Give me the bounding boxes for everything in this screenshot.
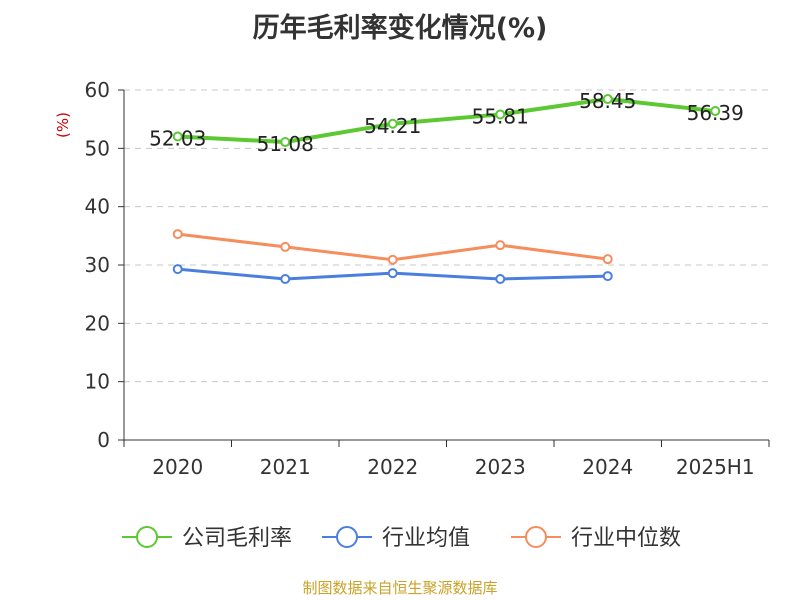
data-point (280, 274, 291, 284)
data-point (602, 94, 613, 105)
data-point (495, 240, 506, 251)
y-tick-label: 10 (85, 370, 110, 394)
x-tick-label: 2020 (152, 455, 203, 479)
y-tick-label: 50 (85, 136, 110, 160)
legend-label: 行业中位数 (571, 526, 681, 551)
y-tick-label: 40 (85, 195, 110, 219)
data-label: 51.08 (257, 132, 314, 156)
legend-marker (336, 526, 358, 548)
data-label: 58.45 (579, 89, 636, 113)
data-point (387, 254, 398, 265)
data-label: 56.39 (687, 101, 744, 125)
grid-lines (124, 89, 769, 383)
y-tick-label: 0 (97, 428, 110, 452)
data-point (495, 109, 506, 120)
data-point (387, 118, 398, 129)
data-point (495, 274, 506, 284)
data-label: 55.81 (472, 104, 529, 128)
data-point (602, 254, 613, 265)
x-tick-label: 2023 (475, 455, 526, 479)
data-labels: 52.03 51.08 54.21 55.81 58.45 56.39 (149, 89, 744, 156)
data-point (172, 131, 183, 142)
data-point (387, 268, 398, 279)
data-point (280, 241, 291, 252)
data-point (280, 137, 291, 148)
x-tick-label: 2024 (582, 455, 633, 479)
data-point (172, 264, 183, 275)
y-tick-label: 60 (85, 78, 110, 102)
legend-marker (525, 526, 547, 548)
data-label: 52.03 (149, 126, 206, 150)
legend-marker (136, 526, 158, 548)
x-tick-label: 2022 (367, 455, 418, 479)
series-lines (172, 94, 721, 284)
y-tick-label: 30 (85, 253, 110, 277)
legend-label: 行业均值 (382, 526, 470, 551)
x-tick-label: 2021 (260, 455, 311, 479)
legend-label: 公司毛利率 (182, 526, 292, 551)
y-tick-label: 20 (85, 311, 110, 335)
data-point (172, 229, 183, 240)
data-point (602, 271, 613, 282)
series-line (177, 97, 716, 145)
legend: 公司毛利率 行业均值 行业中位数 (122, 526, 681, 551)
chart-title: 历年毛利率变化情况(%) (252, 13, 548, 44)
source-note: 制图数据来自恒生聚源数据库 (302, 579, 498, 597)
y-axis-label: (%) (54, 112, 72, 138)
axes: 0 10 20 30 40 50 60 (%) 2020 2021 2022 2023 2024 2025… (54, 78, 770, 479)
data-label: 54.21 (364, 114, 421, 138)
data-point (710, 106, 721, 117)
x-tick-label: 2025H1 (676, 455, 755, 479)
